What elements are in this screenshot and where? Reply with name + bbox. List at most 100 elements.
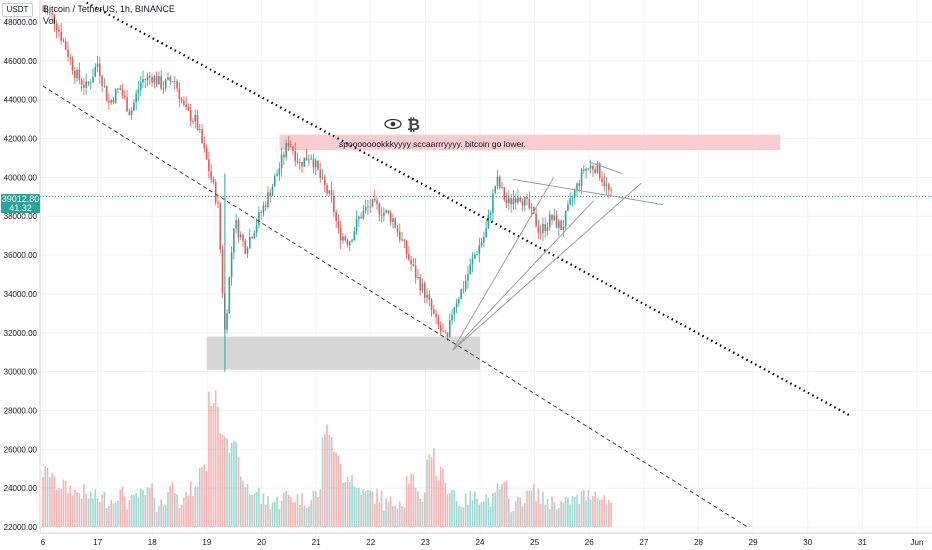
bitcoin-icon: ₿ bbox=[407, 115, 420, 134]
volume-indicator-label[interactable]: Vol bbox=[43, 16, 56, 26]
volume-bar bbox=[405, 475, 408, 527]
volume-bar bbox=[278, 509, 281, 527]
volume-bar bbox=[317, 497, 319, 527]
volume-bar bbox=[439, 466, 442, 527]
candle-body bbox=[589, 165, 592, 169]
volume-bar bbox=[298, 504, 301, 527]
candle-body bbox=[569, 198, 571, 205]
volume-bar bbox=[230, 442, 233, 527]
volume-bar bbox=[573, 496, 576, 527]
volume-bar bbox=[176, 494, 178, 527]
volume-bar bbox=[96, 498, 99, 527]
candle-body bbox=[44, 10, 47, 13]
y-tick-label: 48000.00 bbox=[4, 18, 38, 27]
volume-bar bbox=[285, 490, 287, 527]
volume-bar bbox=[553, 502, 556, 527]
volume-bar bbox=[137, 497, 140, 527]
candle-body bbox=[558, 220, 560, 228]
volume-bar bbox=[303, 505, 306, 527]
y-tick-label: 34000.00 bbox=[4, 290, 38, 299]
volume-bar bbox=[358, 487, 360, 527]
candle-body bbox=[258, 212, 260, 226]
volume-bar bbox=[544, 504, 546, 527]
volume-bar bbox=[124, 496, 126, 527]
volume-bar bbox=[539, 503, 542, 527]
candle-body bbox=[99, 63, 101, 77]
volume-bar bbox=[335, 452, 337, 527]
volume-bar bbox=[235, 442, 237, 527]
y-tick-label: 30000.00 bbox=[4, 368, 38, 377]
candle-body bbox=[594, 169, 596, 173]
x-tick-label: Jun bbox=[911, 538, 924, 547]
volume-bar bbox=[446, 493, 449, 527]
candle-body bbox=[328, 190, 331, 194]
candle-body bbox=[444, 331, 447, 333]
volume-bar bbox=[483, 501, 485, 527]
volume-bar bbox=[74, 489, 76, 527]
volume-bar bbox=[560, 500, 562, 527]
chart-grid bbox=[39, 0, 932, 534]
volume-bar bbox=[576, 494, 578, 527]
volume-bar bbox=[67, 492, 69, 527]
candle-body bbox=[394, 218, 397, 228]
volume-bar bbox=[458, 506, 460, 527]
x-tick-label: 23 bbox=[421, 538, 430, 547]
candle-body bbox=[121, 90, 124, 96]
volume-bar bbox=[153, 497, 156, 527]
candle-body bbox=[42, 10, 44, 12]
y-tick-label: 38000.00 bbox=[4, 212, 38, 221]
candle-body bbox=[494, 186, 497, 194]
volume-bar bbox=[510, 512, 512, 527]
candle-body bbox=[201, 129, 203, 144]
volume-bar bbox=[587, 490, 590, 527]
candle-body bbox=[448, 320, 451, 337]
candle-body bbox=[294, 150, 297, 161]
wedge-top-line bbox=[589, 161, 623, 174]
candle-body bbox=[237, 220, 240, 238]
candle-body bbox=[401, 239, 403, 241]
candle-body bbox=[369, 206, 372, 208]
candle-body bbox=[383, 212, 385, 216]
volume-bar bbox=[264, 504, 267, 527]
volume-bar bbox=[64, 480, 67, 527]
volume-bar bbox=[519, 497, 521, 527]
candle-body bbox=[414, 265, 417, 279]
candle-body bbox=[464, 280, 467, 290]
volume-bar bbox=[355, 488, 358, 527]
volume-bar bbox=[555, 509, 558, 527]
volume-bar bbox=[69, 485, 72, 527]
volume-bar bbox=[62, 479, 65, 527]
volume-bar bbox=[583, 490, 585, 527]
volume-bar bbox=[521, 506, 524, 527]
candle-body bbox=[360, 216, 362, 219]
candle-body bbox=[142, 79, 144, 83]
volume-bar bbox=[528, 490, 531, 527]
y-tick-label: 44000.00 bbox=[4, 96, 38, 105]
candle-body bbox=[530, 206, 533, 209]
volume-bar bbox=[580, 491, 583, 527]
candle-body bbox=[505, 199, 508, 204]
volume-bar bbox=[473, 491, 476, 527]
volume-bar bbox=[126, 509, 128, 527]
candle-body bbox=[514, 198, 517, 203]
candle-body bbox=[323, 176, 326, 186]
currency-label[interactable]: USDT bbox=[2, 3, 33, 17]
x-tick-label: 6 bbox=[41, 538, 46, 547]
volume-bar bbox=[601, 499, 603, 527]
candle-body bbox=[301, 161, 303, 167]
candle-body bbox=[485, 228, 487, 238]
candle-body bbox=[153, 76, 156, 83]
candle-body bbox=[67, 49, 69, 58]
candle-body bbox=[455, 303, 458, 308]
y-tick-label: 24000.00 bbox=[4, 484, 38, 493]
candle-body bbox=[96, 63, 99, 68]
volume-bar bbox=[42, 477, 44, 527]
annotation-text: spoooooookkkyyyy sccaarrryyyy. bitcoin g… bbox=[339, 139, 526, 149]
candle-body bbox=[46, 12, 49, 14]
x-tick-label: 17 bbox=[93, 538, 102, 547]
volume-bars bbox=[42, 390, 612, 527]
candle-body bbox=[610, 189, 612, 191]
volume-bar bbox=[208, 391, 210, 527]
candle-body bbox=[462, 289, 465, 291]
